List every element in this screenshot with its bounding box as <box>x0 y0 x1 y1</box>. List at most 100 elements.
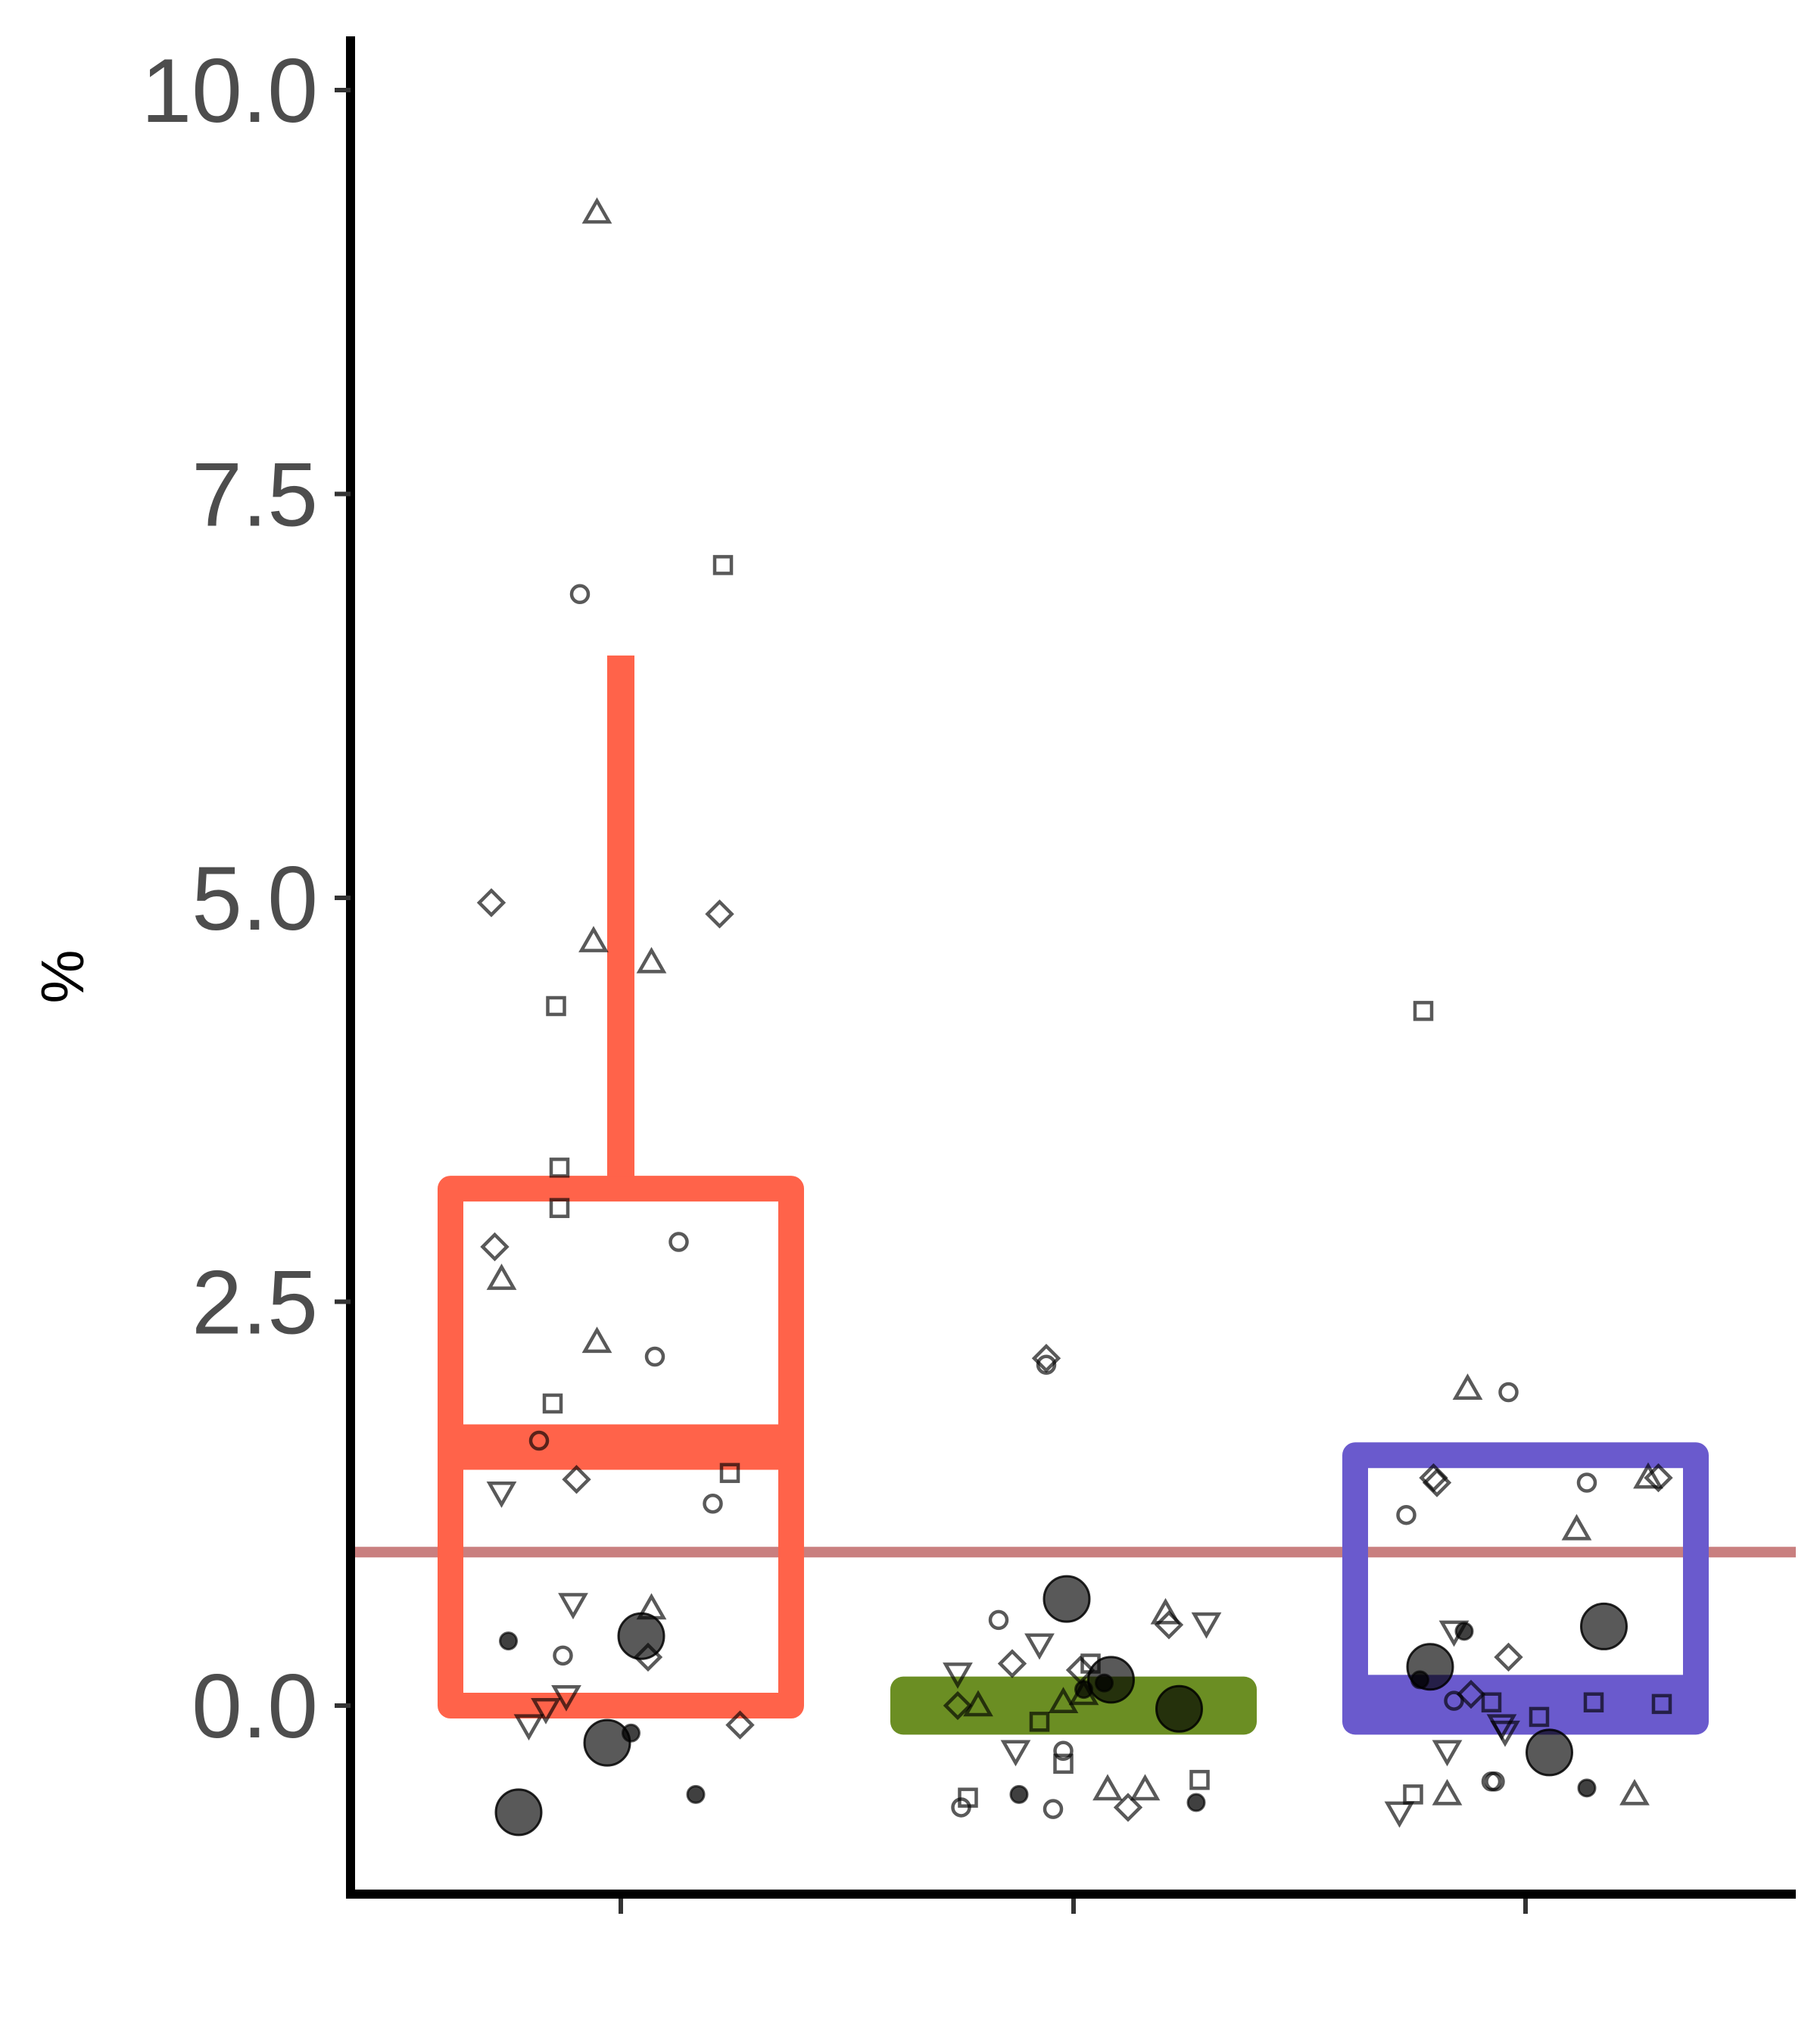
data-point-circle <box>644 1346 665 1367</box>
data-point-square <box>1413 1001 1434 1021</box>
data-point-triangle-up <box>486 1263 517 1290</box>
data-point-large-dot <box>1526 1728 1573 1777</box>
y-axis-title: % <box>29 949 96 1003</box>
data-point-triangle-down <box>558 1593 588 1620</box>
data-point-square <box>549 1158 570 1178</box>
data-point-triangle-up <box>1619 1778 1650 1806</box>
box-layer <box>438 655 1709 1735</box>
data-point-diamond <box>1031 1344 1061 1373</box>
data-point-small-dot <box>1410 1670 1429 1690</box>
data-point-triangle-up <box>1092 1774 1123 1801</box>
data-point-circle <box>1396 1504 1417 1525</box>
y-tick-label: 5.0 <box>192 848 318 949</box>
y-tick-label: 10.0 <box>141 40 318 142</box>
data-point-circle <box>988 1609 1009 1631</box>
data-point-triangle-up <box>1432 1778 1463 1806</box>
data-point-diamond <box>1494 1642 1523 1672</box>
data-point-small-dot <box>1454 1622 1474 1641</box>
data-point-large-dot <box>494 1788 543 1837</box>
data-point-diamond <box>1644 1463 1673 1493</box>
data-point-circle <box>1043 1799 1064 1819</box>
data-point-small-dot <box>1577 1778 1597 1798</box>
data-point-triangle-up <box>1561 1513 1592 1541</box>
data-point-square <box>719 1463 740 1483</box>
data-point-triangle-down <box>1384 1801 1415 1828</box>
data-point-diamond <box>480 1232 510 1262</box>
data-point-square <box>549 1198 570 1218</box>
data-point-small-dot <box>622 1723 640 1743</box>
data-point-square <box>542 1393 563 1414</box>
data-point-square <box>712 555 734 575</box>
data-point-small-dot <box>1009 1784 1029 1804</box>
data-point-diamond <box>1113 1793 1143 1822</box>
data-point-triangle-down <box>1490 1720 1520 1747</box>
data-point-diamond <box>725 1710 755 1740</box>
data-point-triangle-up <box>578 926 609 952</box>
data-point-triangle-down <box>551 1684 581 1712</box>
box-3 <box>1342 1442 1709 1735</box>
data-point-triangle-down <box>1432 1740 1463 1767</box>
data-point-diamond <box>997 1649 1027 1678</box>
data-point-diamond <box>1422 1468 1452 1497</box>
data-point-triangle-up <box>581 197 612 224</box>
data-point-square <box>1029 1712 1050 1732</box>
y-tick-label: 7.5 <box>192 444 318 546</box>
data-point-square <box>1583 1692 1604 1712</box>
data-point-triangle-up <box>1130 1774 1161 1801</box>
data-point-circle <box>569 584 591 605</box>
data-point-circle <box>528 1430 550 1451</box>
data-point-small-dot <box>1095 1673 1114 1693</box>
data-point-large-dot <box>1043 1575 1091 1623</box>
data-point-triangle-up <box>581 1326 612 1354</box>
data-point-circle <box>1498 1382 1519 1403</box>
data-point-circle <box>1444 1690 1464 1711</box>
data-point-triangle-down <box>943 1662 973 1689</box>
data-point-diamond <box>633 1642 663 1672</box>
data-point-triangle-down <box>1000 1740 1031 1767</box>
data-point-triangle-down <box>513 1714 544 1741</box>
y-tick-label: 2.5 <box>192 1252 318 1354</box>
data-point-square <box>1189 1769 1210 1790</box>
data-point-diamond <box>1456 1679 1486 1709</box>
data-point-large-dot <box>1155 1684 1203 1733</box>
data-point-diamond <box>943 1690 973 1721</box>
data-point-circle <box>1036 1354 1057 1375</box>
data-point-small-dot <box>686 1784 706 1804</box>
y-tick-label: 0.0 <box>192 1656 318 1757</box>
box-body <box>1342 1442 1709 1735</box>
data-point-diamond <box>476 888 506 918</box>
data-point-triangle-up <box>1633 1462 1663 1489</box>
data-point-triangle-up <box>1068 1678 1099 1706</box>
data-point-triangle-down <box>531 1698 561 1725</box>
data-point-circle <box>703 1494 723 1514</box>
box-1 <box>438 655 804 1718</box>
data-point-small-dot <box>499 1631 518 1651</box>
data-point-square <box>546 996 566 1017</box>
data-point-square <box>1403 1784 1423 1805</box>
data-point-triangle-up <box>963 1690 993 1717</box>
data-point-diamond <box>562 1465 591 1494</box>
data-point-large-dot <box>583 1718 631 1767</box>
data-point-square <box>1481 1692 1502 1712</box>
data-point-circle <box>1053 1740 1074 1762</box>
data-point-diamond <box>1154 1610 1184 1640</box>
data-point-square <box>1651 1693 1672 1715</box>
data-point-triangle-up <box>1150 1597 1181 1625</box>
data-point-triangle-down <box>1024 1633 1055 1660</box>
data-point-circle <box>951 1797 971 1818</box>
axis-layer: 0.0 2.5 5.0 7.5 10.0 <box>141 36 1796 1914</box>
data-point-circle <box>1485 1771 1505 1792</box>
data-point-large-dot <box>1580 1602 1628 1650</box>
data-point-triangle-up <box>636 946 667 974</box>
data-point-square <box>1053 1753 1074 1774</box>
data-point-square <box>1529 1706 1550 1728</box>
data-point-circle <box>1576 1472 1597 1493</box>
data-point-triangle-down <box>486 1482 517 1508</box>
data-point-diamond <box>705 899 734 929</box>
data-point-triangle-up <box>1452 1373 1483 1400</box>
point-layer <box>476 197 1673 1837</box>
data-point-circle <box>553 1645 573 1666</box>
data-point-small-dot <box>1186 1793 1206 1812</box>
data-point-triangle-down <box>1191 1612 1222 1639</box>
